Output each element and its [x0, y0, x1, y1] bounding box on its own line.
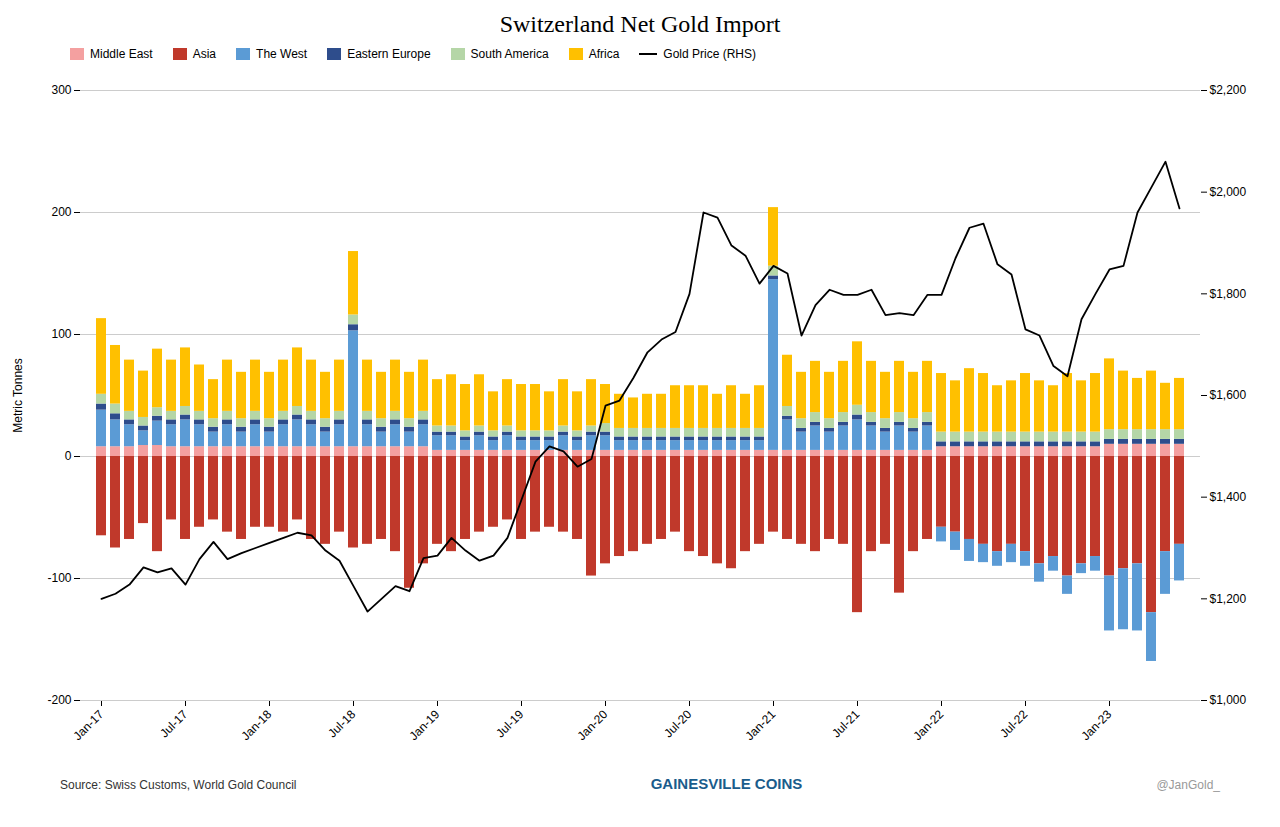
- html-text:Asia: Asia: [192, 47, 216, 61]
- svg-text:200: 200: [51, 205, 71, 219]
- svg-text:Jul-22: Jul-22: [997, 707, 1030, 740]
- svg-text:$2,000: $2,000: [1210, 185, 1247, 199]
- html-text:Source: Swiss Customs, World G: Source: Swiss Customs, World Gold Counci…: [60, 778, 297, 792]
- html-text:GAINESVILLE COINS: GAINESVILLE COINS: [650, 775, 803, 792]
- svg-text:Jul-18: Jul-18: [325, 707, 358, 740]
- html-text:The West: The West: [256, 47, 308, 61]
- svg-text:Jan-20: Jan-20: [574, 707, 610, 743]
- svg-text:Jan-23: Jan-23: [1078, 707, 1114, 743]
- svg-text:$2,200: $2,200: [1210, 83, 1247, 97]
- html-text:Gold Price (RHS): Gold Price (RHS): [663, 47, 756, 61]
- svg-text:300: 300: [51, 83, 71, 97]
- svg-text:Jan-18: Jan-18: [238, 707, 274, 743]
- html-text:Switzerland Net Gold Import: Switzerland Net Gold Import: [499, 11, 781, 37]
- svg-text:$1,200: $1,200: [1210, 592, 1247, 606]
- svg-text:Jul-19: Jul-19: [493, 707, 526, 740]
- svg-text:Jul-21: Jul-21: [829, 707, 862, 740]
- svg-text:-200: -200: [47, 693, 71, 707]
- svg-text:Jul-17: Jul-17: [157, 707, 190, 740]
- html-text:Middle East: Middle East: [90, 47, 153, 61]
- svg-text:0: 0: [65, 449, 72, 463]
- html-text:South America: South America: [470, 47, 549, 61]
- svg-text:$1,000: $1,000: [1210, 693, 1247, 707]
- svg-text:Jan-22: Jan-22: [910, 707, 946, 743]
- svg-text:Jan-17: Jan-17: [70, 707, 106, 743]
- svg-text:$1,800: $1,800: [1210, 287, 1247, 301]
- svg-text:$1,400: $1,400: [1210, 490, 1247, 504]
- svg-text:-100: -100: [47, 571, 71, 585]
- html-text:@JanGold_: @JanGold_: [1156, 778, 1220, 792]
- svg-text:100: 100: [51, 327, 71, 341]
- html-text:Eastern Europe: Eastern Europe: [347, 47, 431, 61]
- svg-text:Jan-21: Jan-21: [742, 707, 778, 743]
- html-text:Africa: Africa: [588, 47, 620, 61]
- svg-text:Jul-20: Jul-20: [661, 707, 694, 740]
- svg-text:$1,600: $1,600: [1210, 388, 1247, 402]
- svg-text:Metric Tonnes: Metric Tonnes: [11, 358, 25, 432]
- svg-text:Jan-19: Jan-19: [406, 707, 442, 743]
